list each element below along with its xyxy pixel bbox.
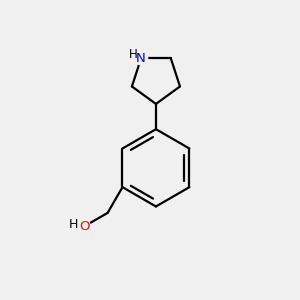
- Text: O: O: [79, 220, 90, 233]
- Text: H: H: [128, 48, 137, 61]
- Circle shape: [79, 220, 90, 232]
- Text: H: H: [68, 218, 78, 231]
- Circle shape: [135, 52, 148, 65]
- Text: N: N: [136, 52, 146, 65]
